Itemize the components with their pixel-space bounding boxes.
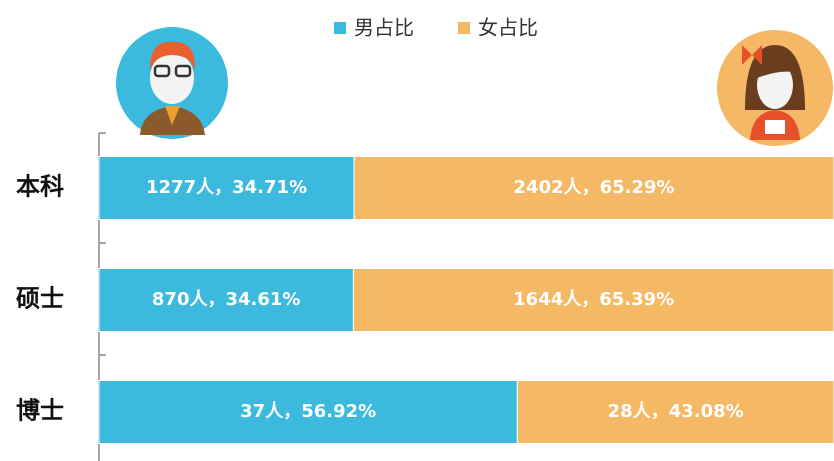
male-avatar bbox=[116, 27, 228, 139]
category-label: 博士 bbox=[16, 396, 64, 425]
category-label: 本科 bbox=[16, 172, 64, 201]
legend-swatch bbox=[334, 22, 346, 34]
legend-swatch bbox=[458, 22, 470, 34]
value-label: 1277人，34.71% bbox=[146, 177, 307, 198]
category-label: 硕士 bbox=[16, 284, 64, 313]
value-label: 870人，34.61% bbox=[152, 289, 301, 310]
value-label: 28人，43.08% bbox=[608, 401, 744, 422]
value-label: 2402人，65.29% bbox=[514, 177, 675, 198]
value-label: 1644人，65.39% bbox=[513, 289, 674, 310]
chart: 男占比 女占比本科 1277人，34.71% 2402人，65.29% 硕士 870人，3… bbox=[0, 0, 834, 461]
female-avatar bbox=[717, 30, 833, 146]
value-label: 37人，56.92% bbox=[240, 401, 376, 422]
legend-label: 男占比 bbox=[354, 16, 414, 40]
legend-label: 女占比 bbox=[478, 16, 538, 40]
